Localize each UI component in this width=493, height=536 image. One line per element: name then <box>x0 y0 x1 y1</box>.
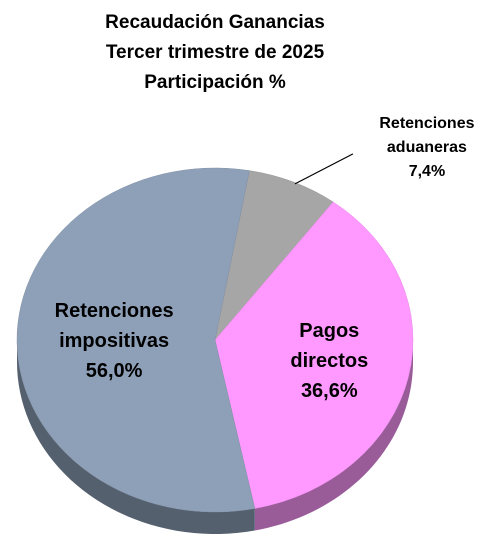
data-label: Retenciones impositivas 56,0% <box>39 296 189 386</box>
chart-title: Recaudación Ganancias Tercer trimestre d… <box>0 8 430 98</box>
title-line: Participación % <box>144 72 286 93</box>
data-label: Pagos directos 36,6% <box>274 316 384 406</box>
title-line: Recaudación Ganancias <box>105 12 325 33</box>
leader-line <box>294 153 354 185</box>
slice-side <box>254 340 413 531</box>
title-line: Tercer trimestre de 2025 <box>105 42 325 63</box>
value-label: 7,4% <box>408 162 446 180</box>
slice <box>214 201 414 509</box>
value-label: 56,0% <box>85 360 143 383</box>
category-label: Retenciones impositivas <box>54 300 174 353</box>
data-label: Retenciones aduaneras 7,4% <box>364 112 489 184</box>
value-label: 36,6% <box>300 379 358 402</box>
slice <box>16 167 256 513</box>
slice-side <box>17 340 255 534</box>
category-label: Retenciones aduaneras <box>379 114 475 156</box>
category-label: Pagos directos <box>290 319 369 372</box>
